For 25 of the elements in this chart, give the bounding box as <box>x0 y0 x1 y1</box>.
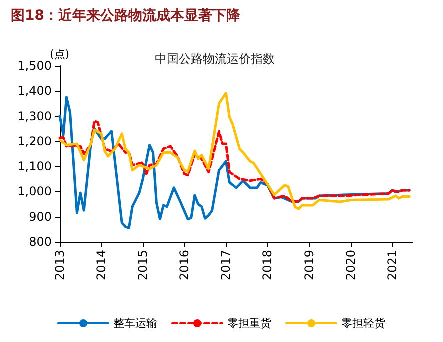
y-tick-label: 900 <box>29 210 52 224</box>
chart-subtitle: 中国公路物流运价指数 <box>155 52 275 66</box>
line-series <box>58 120 411 204</box>
y-axis-title: (点) <box>50 48 70 62</box>
x-tick-label: 2017 <box>219 250 234 281</box>
chart-title: 图18：近年来公路物流成本显著下降 <box>11 7 242 24</box>
legend-label: 零担重货 <box>228 317 272 330</box>
y-tick-label: 1,300 <box>18 109 52 124</box>
x-tick-label: 2015 <box>136 250 150 281</box>
y-tick-label: 1,100 <box>18 160 52 174</box>
x-tick-label: 2016 <box>178 250 192 281</box>
x-tick-label: 2013 <box>53 250 67 281</box>
y-tick-label: 1,200 <box>18 134 52 148</box>
y-tick-label: 800 <box>29 235 52 249</box>
x-tick-label: 2014 <box>94 250 109 281</box>
y-tick-label: 1,500 <box>18 59 52 73</box>
line-series <box>58 92 411 210</box>
y-tick-label: 1,400 <box>18 84 52 98</box>
y-tick-label: 1,000 <box>18 184 52 199</box>
legend-label: 零担轻货 <box>342 317 386 330</box>
legend-label: 整车运输 <box>114 317 158 330</box>
x-tick-label: 2021 <box>385 250 400 281</box>
x-tick-label: 2018 <box>260 250 275 281</box>
x-tick-label: 2020 <box>344 250 358 281</box>
x-tick-label: 2019 <box>302 250 316 281</box>
